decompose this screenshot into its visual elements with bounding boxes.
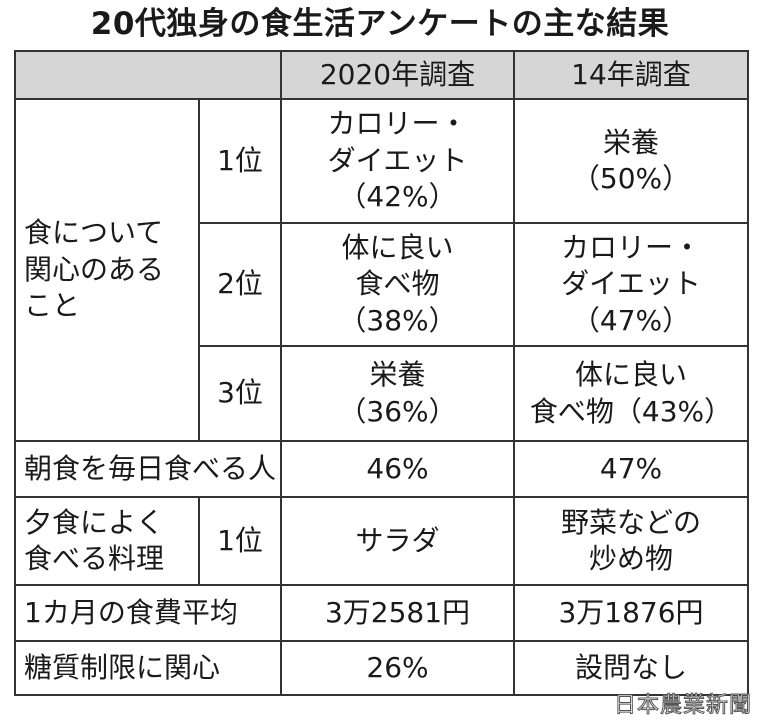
- publisher-watermark: 日本農業新聞: [613, 693, 752, 719]
- interest-2020-rank3: 栄養 （36%）: [280, 345, 515, 442]
- rank-cell: 1位: [198, 496, 282, 586]
- table-row: 3位 栄養 （36%） 体に良い 食べ物（43%）: [15, 345, 749, 442]
- header-2020: 2020年調査: [280, 50, 515, 100]
- interest-2014-rank2: カロリー・ ダイエット （47%）: [513, 222, 749, 347]
- header-2014: 14年調査: [513, 50, 749, 100]
- header-row: 2020年調査 14年調査: [14, 50, 749, 100]
- carb-2020: 26%: [280, 640, 515, 696]
- table-row: 糖質制限に関心 26% 設問なし: [14, 640, 749, 696]
- dinner-2014: 野菜などの 炒め物: [513, 496, 749, 586]
- breakfast-2020: 46%: [280, 440, 515, 498]
- rank-cell: 3位: [198, 345, 282, 442]
- page-title: 20代独身の食生活アンケートの主な結果: [90, 6, 670, 42]
- table-row: 朝食を毎日食べる人 46% 47%: [14, 440, 749, 498]
- food-cost-label: 1カ月の食費平均: [14, 584, 282, 642]
- interest-2020-rank2: 体に良い 食べ物 （38%）: [280, 222, 515, 347]
- rank-cell: 1位: [198, 98, 282, 224]
- table-row: 2位 体に良い 食べ物 （38%） カロリー・ ダイエット （47%）: [15, 222, 749, 347]
- food-cost-2020: 3万2581円: [280, 584, 515, 642]
- carb-2014: 設問なし: [513, 640, 749, 696]
- header-empty-cell: [14, 50, 282, 100]
- dinner-label: 夕食によく 食べる料理: [14, 496, 200, 586]
- table-row: 夕食によく 食べる料理 1位 サラダ 野菜などの 炒め物: [14, 496, 749, 586]
- breakfast-label: 朝食を毎日食べる人: [14, 440, 282, 498]
- food-cost-2014: 3万1876円: [513, 584, 749, 642]
- rank-cell: 2位: [198, 222, 282, 347]
- interest-2020-rank1: カロリー・ ダイエット （42%）: [280, 98, 515, 224]
- table-row: 食について 関心のある こと 1位 カロリー・ ダイエット （42%） 栄養 （…: [14, 98, 749, 442]
- survey-results-table: 2020年調査 14年調査 食について 関心のある こと 1位 カロリー・ ダイ…: [14, 50, 749, 696]
- table-row: 1カ月の食費平均 3万2581円 3万1876円: [14, 584, 749, 642]
- carb-label: 糖質制限に関心: [14, 640, 282, 696]
- breakfast-2014: 47%: [513, 440, 749, 498]
- interest-2014-rank3: 体に良い 食べ物（43%）: [513, 345, 749, 442]
- interests-label: 食について 関心のある こと: [14, 98, 200, 442]
- interest-2014-rank1: 栄養 （50%）: [513, 98, 749, 224]
- dinner-2020: サラダ: [280, 496, 515, 586]
